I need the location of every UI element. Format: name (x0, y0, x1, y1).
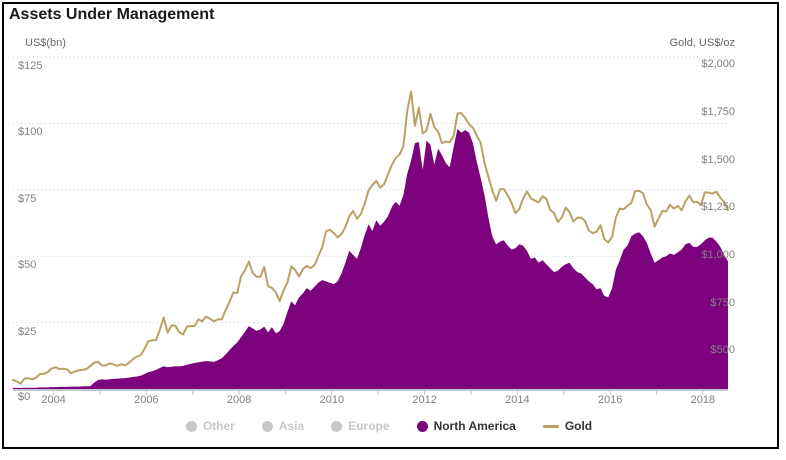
x-axis-label: 2006 (134, 394, 159, 406)
x-axis-label: 2008 (226, 394, 252, 406)
x-axis-label: 2014 (505, 394, 530, 406)
legend-label: North America (433, 419, 516, 433)
x-axis-label: 2012 (412, 394, 437, 406)
legend-label: Europe (348, 419, 390, 433)
y-axis-label-left: $75 (18, 192, 37, 205)
y-axis-label-right: $2,000 (701, 58, 735, 71)
legend-marker-north-america-dot-icon (416, 420, 428, 432)
y-axis-label-right: $750 (710, 296, 735, 309)
legend-label: Gold (564, 419, 593, 433)
y-axis-label-left: $125 (18, 60, 43, 72)
y-axis-label-left: $25 (18, 325, 37, 338)
y-axis-label-left: $0 (18, 391, 31, 403)
right-axis-caption: Gold, US$/oz (669, 37, 735, 49)
y-axis-label-left: $100 (18, 126, 43, 139)
y-axis-label-right: $1,500 (701, 153, 735, 166)
x-axis-label: 2016 (597, 394, 623, 406)
legend-item-europe[interactable]: Europe (331, 419, 390, 433)
y-axis-label-right: $1,750 (701, 105, 735, 118)
legend-marker-other-dot-icon (185, 420, 197, 432)
legend: Other Asia Europe North America Gold (0, 419, 778, 433)
x-axis-label: 2004 (41, 394, 66, 406)
y-axis-label-right: $500 (710, 344, 735, 357)
legend-item-north-america[interactable]: North America (416, 419, 516, 433)
x-axis-label: 2010 (319, 394, 345, 406)
legend-marker-gold-line-icon (542, 424, 559, 428)
y-axis-label-left: $50 (18, 259, 37, 272)
y-axis-label-right: $1,000 (701, 249, 735, 261)
legend-label: Asia (278, 419, 305, 433)
legend-item-asia[interactable]: Asia (261, 419, 305, 433)
left-axis-caption: US$(bn) (25, 37, 66, 49)
y-axis-label-right: $1,250 (701, 201, 735, 214)
legend-item-other[interactable]: Other (185, 419, 235, 433)
legend-label: Other (202, 419, 235, 433)
legend-item-gold[interactable]: Gold (542, 419, 593, 433)
chart-title: Assets Under Management (9, 6, 215, 23)
legend-marker-europe-dot-icon (331, 420, 343, 432)
x-axis-label: 2018 (690, 394, 716, 406)
legend-marker-asia-dot-icon (261, 420, 273, 432)
